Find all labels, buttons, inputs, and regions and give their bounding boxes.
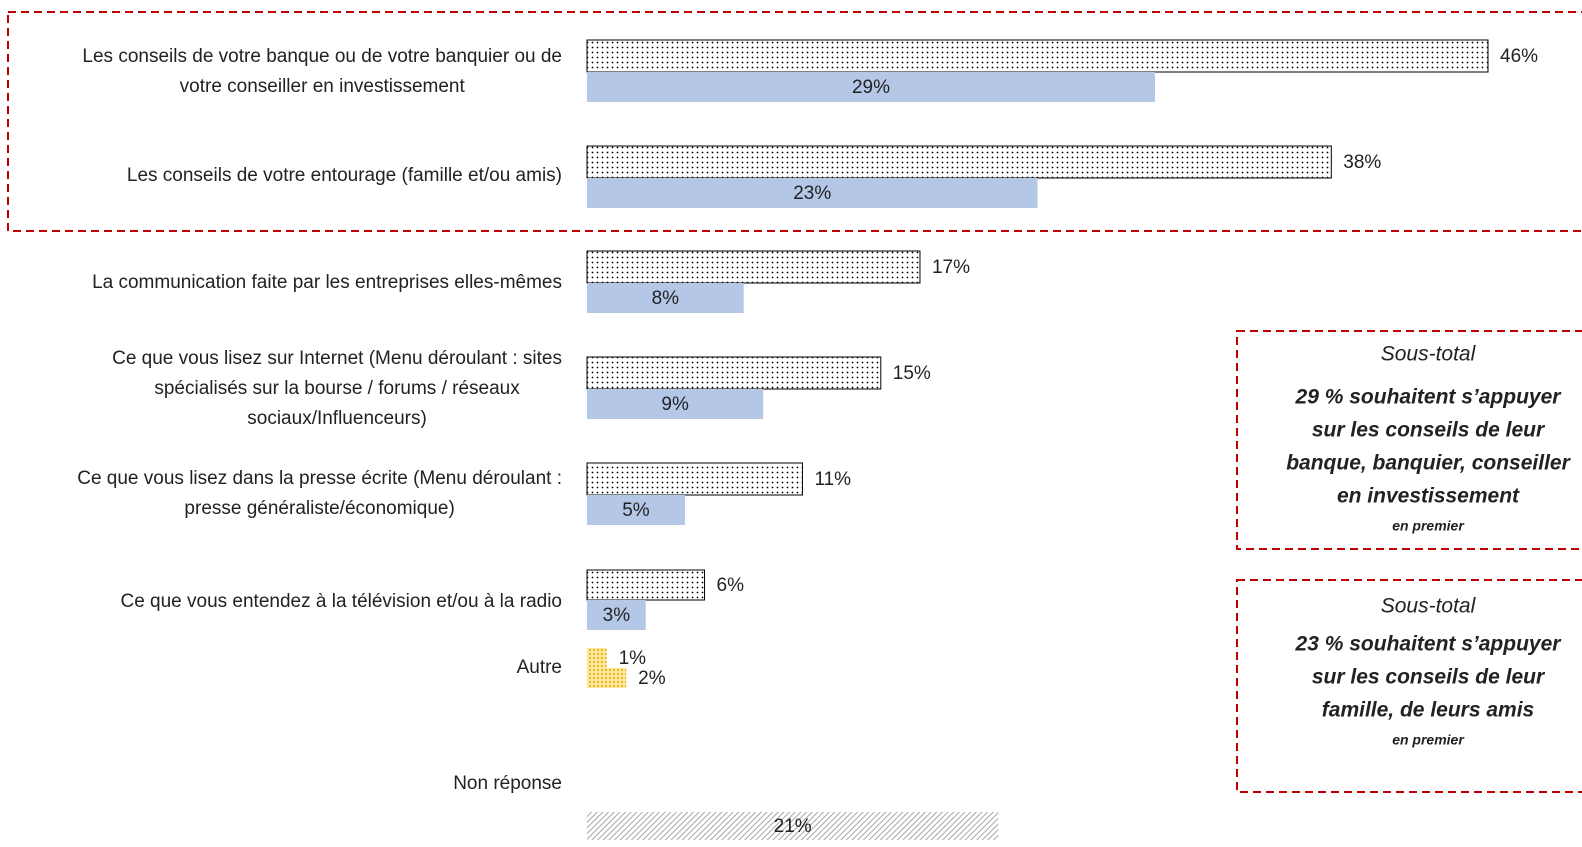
bar (587, 668, 627, 688)
bar (587, 389, 764, 419)
category-label: spécialisés sur la bourse / forums / rés… (154, 378, 520, 399)
category-label: Autre (517, 657, 562, 678)
bar (587, 600, 646, 630)
value-label: 17% (932, 257, 970, 278)
category-label: votre conseiller en investissement (180, 76, 466, 97)
category-label: La communication faite par les entrepris… (92, 272, 562, 293)
bar (586, 462, 803, 496)
annotation-text: Sous-total (1381, 595, 1477, 618)
bar (587, 648, 607, 668)
value-label: 23% (793, 183, 831, 204)
annotation-text: banque, banquier, conseiller (1286, 452, 1571, 475)
category-label: Les conseils de votre banque ou de votre… (82, 46, 562, 67)
annotation-text: sur les conseils de leur (1312, 666, 1546, 689)
value-label: 8% (652, 288, 680, 309)
bar (587, 495, 685, 525)
annotation-text: sur les conseils de leur (1312, 419, 1546, 442)
category-label: Ce que vous lisez sur Internet (Menu dér… (112, 348, 562, 369)
value-label: 9% (661, 394, 689, 415)
value-label: 2% (638, 668, 666, 689)
bar (586, 250, 921, 284)
bar (586, 39, 1489, 73)
value-label: 21% (774, 816, 812, 837)
category-label: Non réponse (453, 773, 562, 794)
value-label: 3% (603, 605, 631, 626)
bar (586, 356, 882, 390)
category-label: Les conseils de votre entourage (famille… (127, 165, 562, 186)
bar (587, 72, 1156, 102)
value-label: 5% (622, 500, 650, 521)
category-label: presse généraliste/économique) (184, 498, 454, 519)
annotation-text: en investissement (1337, 485, 1520, 508)
value-label: 29% (852, 77, 890, 98)
category-label: sociaux/Influenceurs) (247, 408, 427, 429)
annotation-box (1236, 579, 1582, 793)
annotation-text: en premier (1392, 518, 1465, 534)
annotation-text: Sous-total (1381, 343, 1477, 366)
bar (587, 178, 1038, 208)
bar (587, 283, 744, 313)
value-label: 6% (717, 575, 745, 596)
bar (586, 145, 1332, 179)
annotation-box (1236, 330, 1582, 550)
bar (587, 812, 999, 840)
annotation-text: famille, de leurs amis (1322, 699, 1534, 722)
value-label: 38% (1343, 152, 1381, 173)
category-label: Ce que vous lisez dans la presse écrite … (77, 468, 562, 489)
value-label: 46% (1500, 46, 1538, 67)
bar (586, 569, 706, 601)
annotation-text: en premier (1392, 732, 1465, 748)
annotation-text: 23 % souhaitent s’appuyer (1295, 633, 1563, 656)
category-label: Ce que vous entendez à la télévision et/… (120, 591, 562, 612)
value-label: 11% (814, 469, 851, 490)
value-label: 1% (619, 648, 647, 669)
highlight-box (7, 11, 1582, 232)
annotation-text: 29 % souhaitent s’appuyer (1295, 386, 1563, 409)
value-label: 15% (893, 363, 931, 384)
